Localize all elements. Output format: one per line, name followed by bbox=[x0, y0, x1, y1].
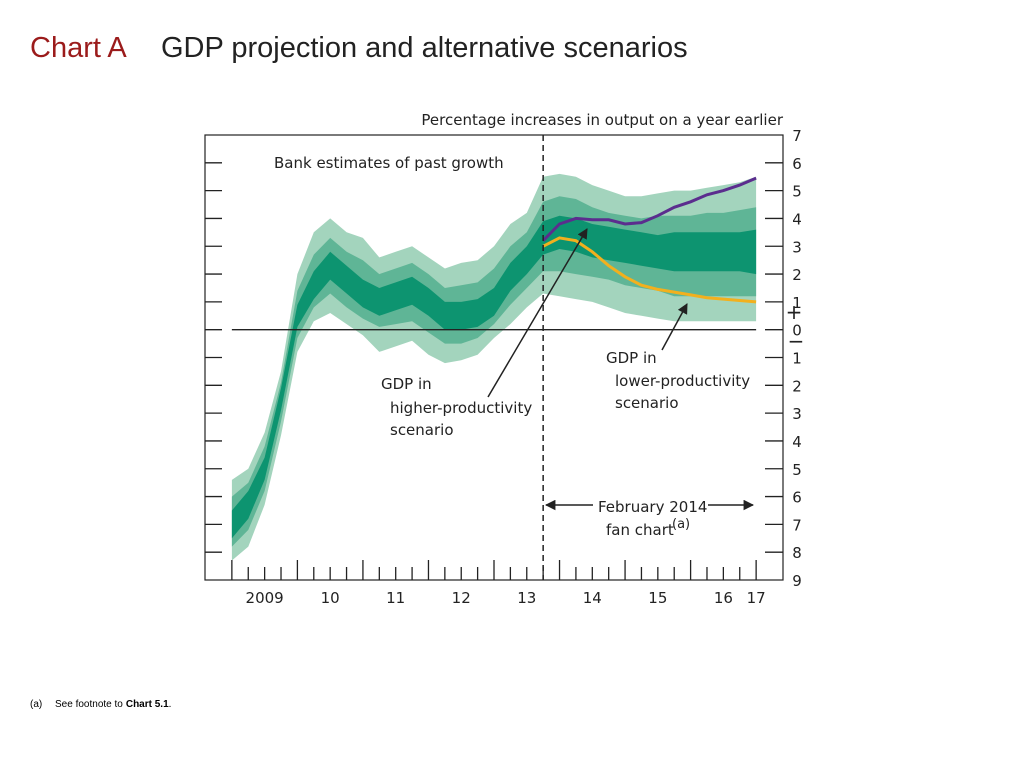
title-label: Chart A bbox=[30, 32, 127, 64]
x-tick-label: 14 bbox=[583, 589, 602, 607]
y-tick-label: 5 bbox=[792, 183, 802, 201]
y-tick-label: 2 bbox=[792, 377, 802, 395]
sign-label: − bbox=[788, 329, 805, 353]
annotation: February 2014 bbox=[598, 498, 707, 516]
x-tick-label: 15 bbox=[648, 589, 667, 607]
annotation: lower-productivity bbox=[615, 372, 750, 390]
x-tick-label: 16 bbox=[714, 589, 733, 607]
x-tick-label: 10 bbox=[321, 589, 340, 607]
y-tick-label: 1 bbox=[792, 350, 802, 368]
footnote-ref: Chart 5.1 bbox=[126, 699, 169, 710]
y-tick-label: 5 bbox=[792, 461, 802, 479]
x-tick-label: 11 bbox=[386, 589, 405, 607]
y-tick-label: 1 bbox=[792, 294, 802, 312]
arrow bbox=[661, 303, 688, 351]
y-tick-label: 3 bbox=[792, 405, 802, 423]
annotation: GDP in bbox=[381, 375, 432, 393]
y-tick-label: 7 bbox=[792, 127, 802, 145]
title: GDP projection and alternative scenarios bbox=[161, 32, 688, 64]
footnote-end: . bbox=[169, 699, 172, 710]
y-tick-label: 7 bbox=[792, 516, 802, 534]
annotation: higher-productivity bbox=[390, 399, 532, 417]
y-tick-label: 3 bbox=[792, 238, 802, 256]
footnote-text: See footnote to bbox=[55, 699, 123, 710]
annotation: GDP in bbox=[606, 349, 657, 367]
annotation-note: (a) bbox=[672, 517, 690, 532]
sign-label: + bbox=[786, 300, 803, 324]
x-tick-label: 17 bbox=[747, 589, 766, 607]
footnote-text: See footnote to Chart 5.1. bbox=[55, 699, 171, 710]
scenario-line bbox=[542, 176, 757, 242]
x-tick-label: 13 bbox=[517, 589, 536, 607]
y-tick-label: 2 bbox=[792, 266, 802, 284]
plot-frame bbox=[204, 134, 784, 581]
footnote-marker: (a) bbox=[30, 699, 42, 710]
x-tick-label: 12 bbox=[452, 589, 471, 607]
annotation: scenario bbox=[390, 421, 454, 439]
y-tick-label: 6 bbox=[792, 155, 802, 173]
arrow bbox=[487, 228, 588, 398]
y-tick-label: 4 bbox=[792, 210, 802, 228]
unit-label: Percentage increases in output on a year… bbox=[421, 111, 783, 129]
annotation: Bank estimates of past growth bbox=[274, 154, 504, 172]
y-tick-label: 6 bbox=[792, 489, 802, 507]
y-tick-label: 9 bbox=[792, 572, 802, 590]
annotation: fan chart bbox=[606, 521, 674, 539]
y-tick-label: 0 bbox=[792, 322, 802, 340]
y-tick-label: 8 bbox=[792, 544, 802, 562]
x-tick-label: 2009 bbox=[246, 589, 284, 607]
annotation: scenario bbox=[615, 394, 679, 412]
fan-band bbox=[231, 215, 757, 539]
y-tick-label: 4 bbox=[792, 433, 802, 451]
